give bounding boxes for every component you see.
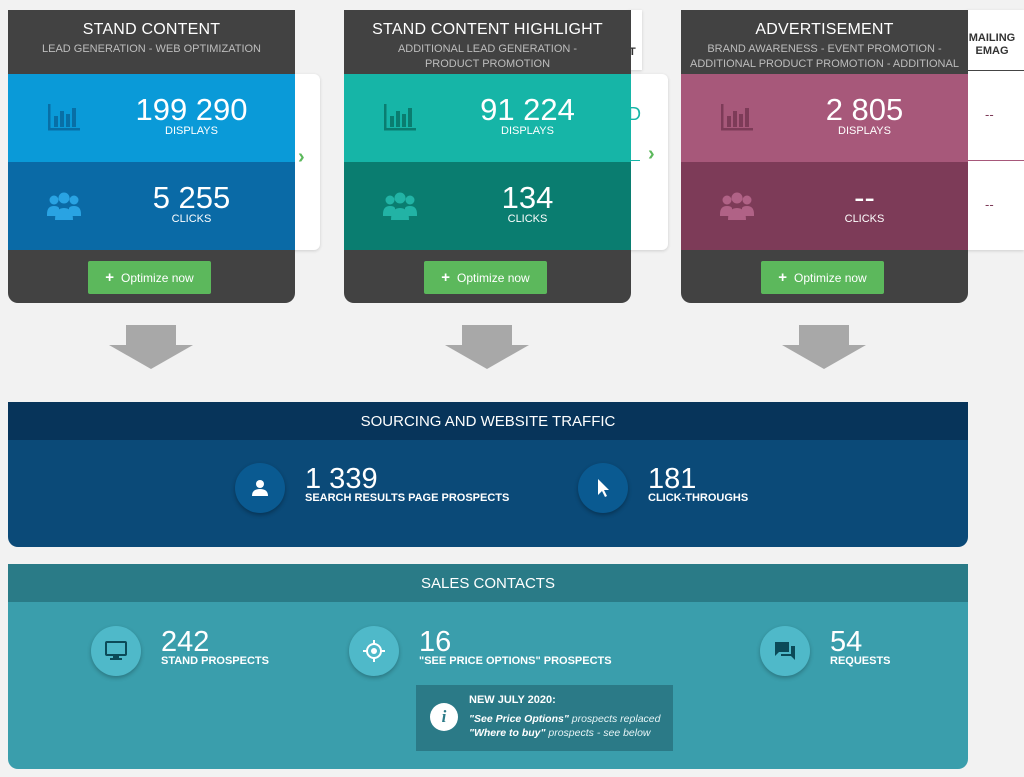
clicks-label: CLICKS — [507, 213, 548, 225]
mailing-title: MAILING EMAG — [966, 32, 1018, 58]
clicks-metric: 134 CLICKS — [344, 162, 631, 250]
users-icon — [47, 192, 81, 220]
notice-line-1-text: prospects replaced — [568, 713, 661, 725]
clicks-value: 134 — [501, 180, 554, 215]
clicks-label: CLICKS — [844, 213, 885, 225]
arrow-down-icon — [782, 325, 866, 369]
card-header: STAND CONTENT HIGHLIGHT ADDITIONAL LEAD … — [344, 10, 631, 74]
optimize-now-label: Optimize now — [121, 270, 194, 285]
divider — [628, 160, 640, 161]
displays-metric: 199 290 DISPLAYS — [8, 74, 295, 162]
optimize-now-button[interactable]: + Optimize now — [761, 261, 884, 294]
sourcing-panel: SOURCING AND WEBSITE TRAFFIC — [8, 402, 968, 547]
displays-value: 91 224 — [480, 92, 575, 127]
mailing-title-line2: EMAG — [975, 45, 1009, 57]
monitor-icon — [91, 626, 141, 676]
mailing-title-line1: MAILING — [968, 32, 1016, 44]
stat-value: 181 — [648, 463, 697, 495]
displays-value: 199 290 — [135, 92, 248, 127]
mailing-displays-value: -- — [985, 107, 994, 122]
stat-label: CLICK-THROUGHS — [648, 492, 749, 504]
stat-label: SEARCH RESULTS PAGE PROSPECTS — [305, 492, 510, 504]
divider — [966, 160, 1024, 161]
card-stand-content: STAND CONTENT LEAD GENERATION - WEB OPTI… — [8, 10, 295, 303]
clicks-metric: -- CLICKS — [681, 162, 968, 250]
stat-value: 54 — [830, 626, 863, 658]
mailing-clicks-value: -- — [985, 197, 994, 212]
clicks-label: CLICKS — [171, 213, 212, 225]
card-advertisement: ADVERTISEMENT BRAND AWARENESS - EVENT PR… — [681, 10, 968, 303]
optimize-now-label: Optimize now — [457, 270, 530, 285]
arrow-down-icon — [109, 325, 193, 369]
plus-icon: + — [778, 269, 788, 286]
card-title: STAND CONTENT — [82, 21, 221, 38]
person-icon — [235, 463, 285, 513]
card-header: STAND CONTENT LEAD GENERATION - WEB OPTI… — [8, 10, 295, 74]
peek-card-mailing: MAILING EMAG -- -- — [966, 10, 1024, 250]
card-footer: + Optimize now — [681, 250, 968, 303]
stat-value: 242 — [161, 626, 210, 658]
notice-box: i NEW JULY 2020: "See Price Options" pro… — [416, 685, 673, 751]
card-subtitle: LEAD GENERATION - WEB OPTIMIZATION — [42, 43, 261, 55]
peek-card-2-title: T — [629, 46, 636, 58]
peek-card-2-value: D — [628, 104, 641, 124]
card-footer: + Optimize now — [8, 250, 295, 303]
displays-label: DISPLAYS — [501, 125, 554, 137]
users-icon — [720, 192, 754, 220]
peek-card-2: T — [628, 10, 642, 70]
notice-title: NEW JULY 2020: — [469, 694, 556, 706]
chevron-right-icon[interactable]: › — [298, 146, 305, 168]
card-title: ADVERTISEMENT — [755, 21, 894, 38]
stat-label: "SEE PRICE OPTIONS" PROSPECTS — [419, 655, 612, 667]
displays-label: DISPLAYS — [165, 125, 218, 137]
divider — [966, 70, 1024, 71]
card-stand-content-highlight: STAND CONTENT HIGHLIGHT ADDITIONAL LEAD … — [344, 10, 631, 303]
target-icon — [349, 626, 399, 676]
displays-metric: 91 224 DISPLAYS — [344, 74, 631, 162]
stat-label: REQUESTS — [830, 655, 891, 667]
peek-card-1: › — [292, 74, 320, 250]
optimize-now-button[interactable]: + Optimize now — [88, 261, 211, 294]
stat-label: STAND PROSPECTS — [161, 655, 269, 667]
optimize-now-button[interactable]: + Optimize now — [424, 261, 547, 294]
notice-line-1-bold: "See Price Options" — [469, 713, 569, 725]
users-icon — [383, 192, 417, 220]
notice-line-2-bold: "Where to buy" — [469, 727, 546, 739]
bar-chart-icon — [384, 104, 416, 131]
cursor-icon — [578, 463, 628, 513]
displays-value: 2 805 — [825, 92, 904, 127]
optimize-now-label: Optimize now — [794, 270, 867, 285]
sourcing-title: SOURCING AND WEBSITE TRAFFIC — [8, 402, 968, 440]
clicks-value: -- — [854, 180, 875, 215]
card-footer: + Optimize now — [344, 250, 631, 303]
chat-icon — [760, 626, 810, 676]
chevron-right-icon[interactable]: › — [648, 143, 655, 165]
card-title: STAND CONTENT HIGHLIGHT — [372, 21, 603, 38]
clicks-value: 5 255 — [152, 180, 231, 215]
plus-icon: + — [441, 269, 451, 286]
notice-line-2-text: prospects - see below — [545, 727, 651, 739]
displays-label: DISPLAYS — [838, 125, 891, 137]
info-icon: i — [430, 703, 458, 731]
bar-chart-icon — [721, 104, 753, 131]
peek-card-2-body: D › — [628, 74, 668, 250]
arrow-down-icon — [445, 325, 529, 369]
sales-title: SALES CONTACTS — [8, 564, 968, 602]
clicks-metric: 5 255 CLICKS — [8, 162, 295, 250]
bar-chart-icon — [48, 104, 80, 131]
plus-icon: + — [105, 269, 115, 286]
notice-line-1: "See Price Options" prospects replaced — [469, 713, 660, 725]
notice-line-2: "Where to buy" prospects - see below — [469, 727, 651, 739]
stat-value: 16 — [419, 626, 452, 658]
displays-metric: 2 805 DISPLAYS — [681, 74, 968, 162]
stat-value: 1 339 — [305, 463, 378, 495]
card-subtitle: ADDITIONAL LEAD GENERATION - PRODUCT PRO… — [397, 43, 578, 70]
card-header: ADVERTISEMENT BRAND AWARENESS - EVENT PR… — [681, 10, 968, 85]
